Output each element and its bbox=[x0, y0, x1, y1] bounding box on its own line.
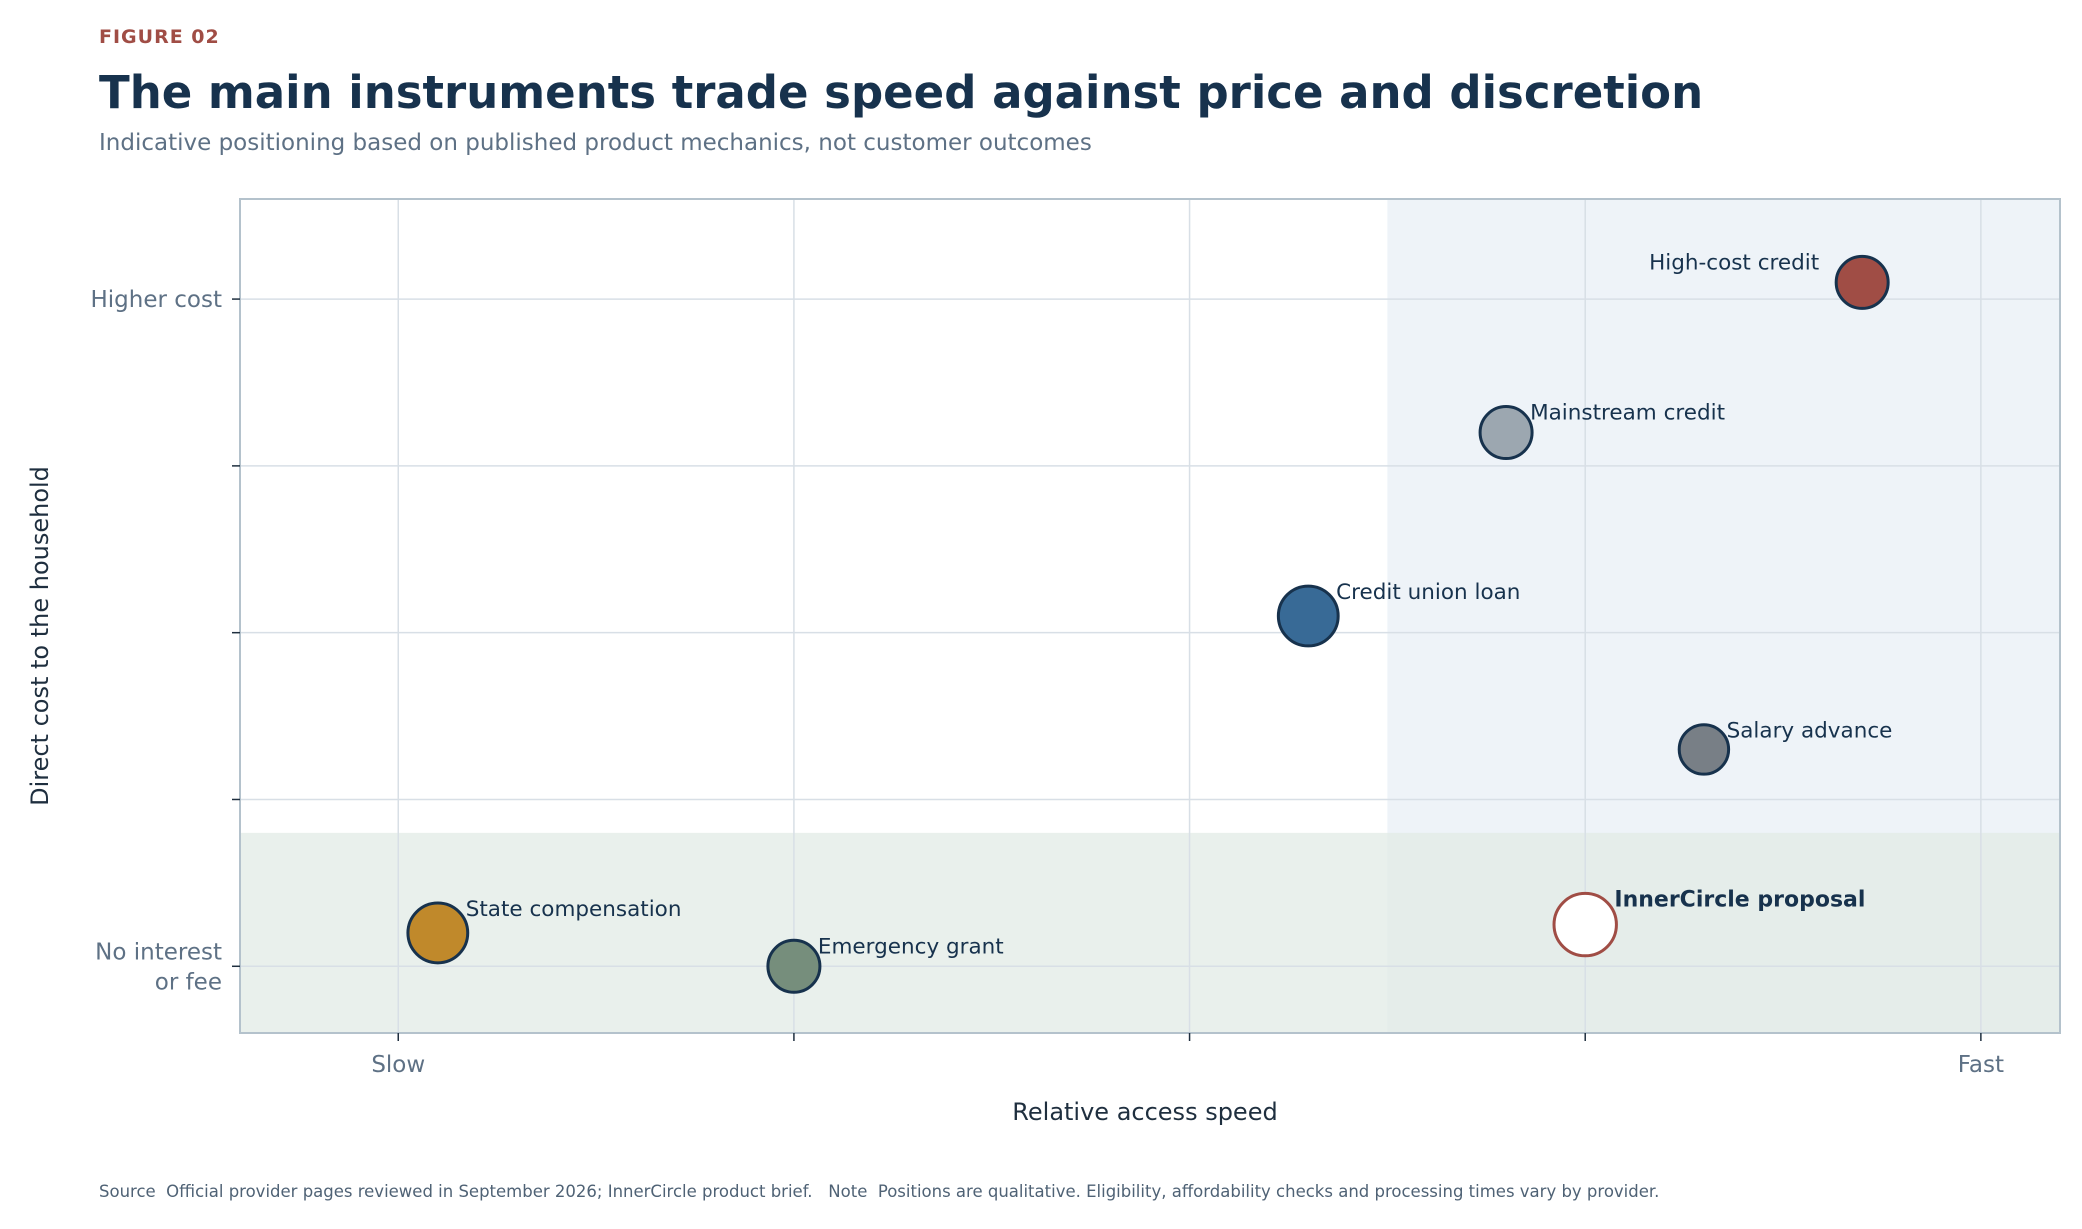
y-tick-label-4: Higher cost bbox=[91, 287, 223, 313]
point-label-4: Salary advance bbox=[1727, 719, 1893, 744]
point-marker-2 bbox=[1276, 584, 1340, 648]
figure-eyebrow: FIGURE 02 bbox=[99, 26, 220, 48]
y-tick-label-0: No interest or fee bbox=[95, 939, 222, 995]
point-label-1: Emergency grant bbox=[818, 934, 1004, 959]
shaded-region-1 bbox=[240, 832, 2060, 1033]
plot-frame bbox=[239, 198, 2061, 1034]
point-label-6: InnerCircle proposal bbox=[1614, 887, 1865, 912]
source-note: Source Official provider pages reviewed … bbox=[99, 1182, 1660, 1201]
point-marker-6 bbox=[1552, 891, 1618, 958]
x-tick-label-4: Fast bbox=[1958, 1052, 2004, 1078]
point-label-0: State compensation bbox=[466, 897, 682, 922]
x-axis-title: Relative access speed bbox=[1012, 1098, 1277, 1126]
chart-subtitle: Indicative positioning based on publishe… bbox=[99, 130, 1092, 156]
y-axis-title: Direct cost to the household bbox=[26, 466, 54, 806]
point-marker-0 bbox=[406, 901, 470, 965]
point-marker-1 bbox=[766, 938, 822, 994]
point-label-2: Credit union loan bbox=[1336, 580, 1520, 605]
x-tick-label-0: Slow bbox=[371, 1052, 425, 1078]
point-label-5: High-cost credit bbox=[1649, 250, 1819, 275]
chart-title: The main instruments trade speed against… bbox=[99, 66, 1704, 119]
point-marker-4 bbox=[1677, 723, 1731, 776]
point-label-3: Mainstream credit bbox=[1530, 401, 1725, 426]
point-marker-5 bbox=[1834, 254, 1890, 310]
point-marker-3 bbox=[1478, 405, 1534, 461]
